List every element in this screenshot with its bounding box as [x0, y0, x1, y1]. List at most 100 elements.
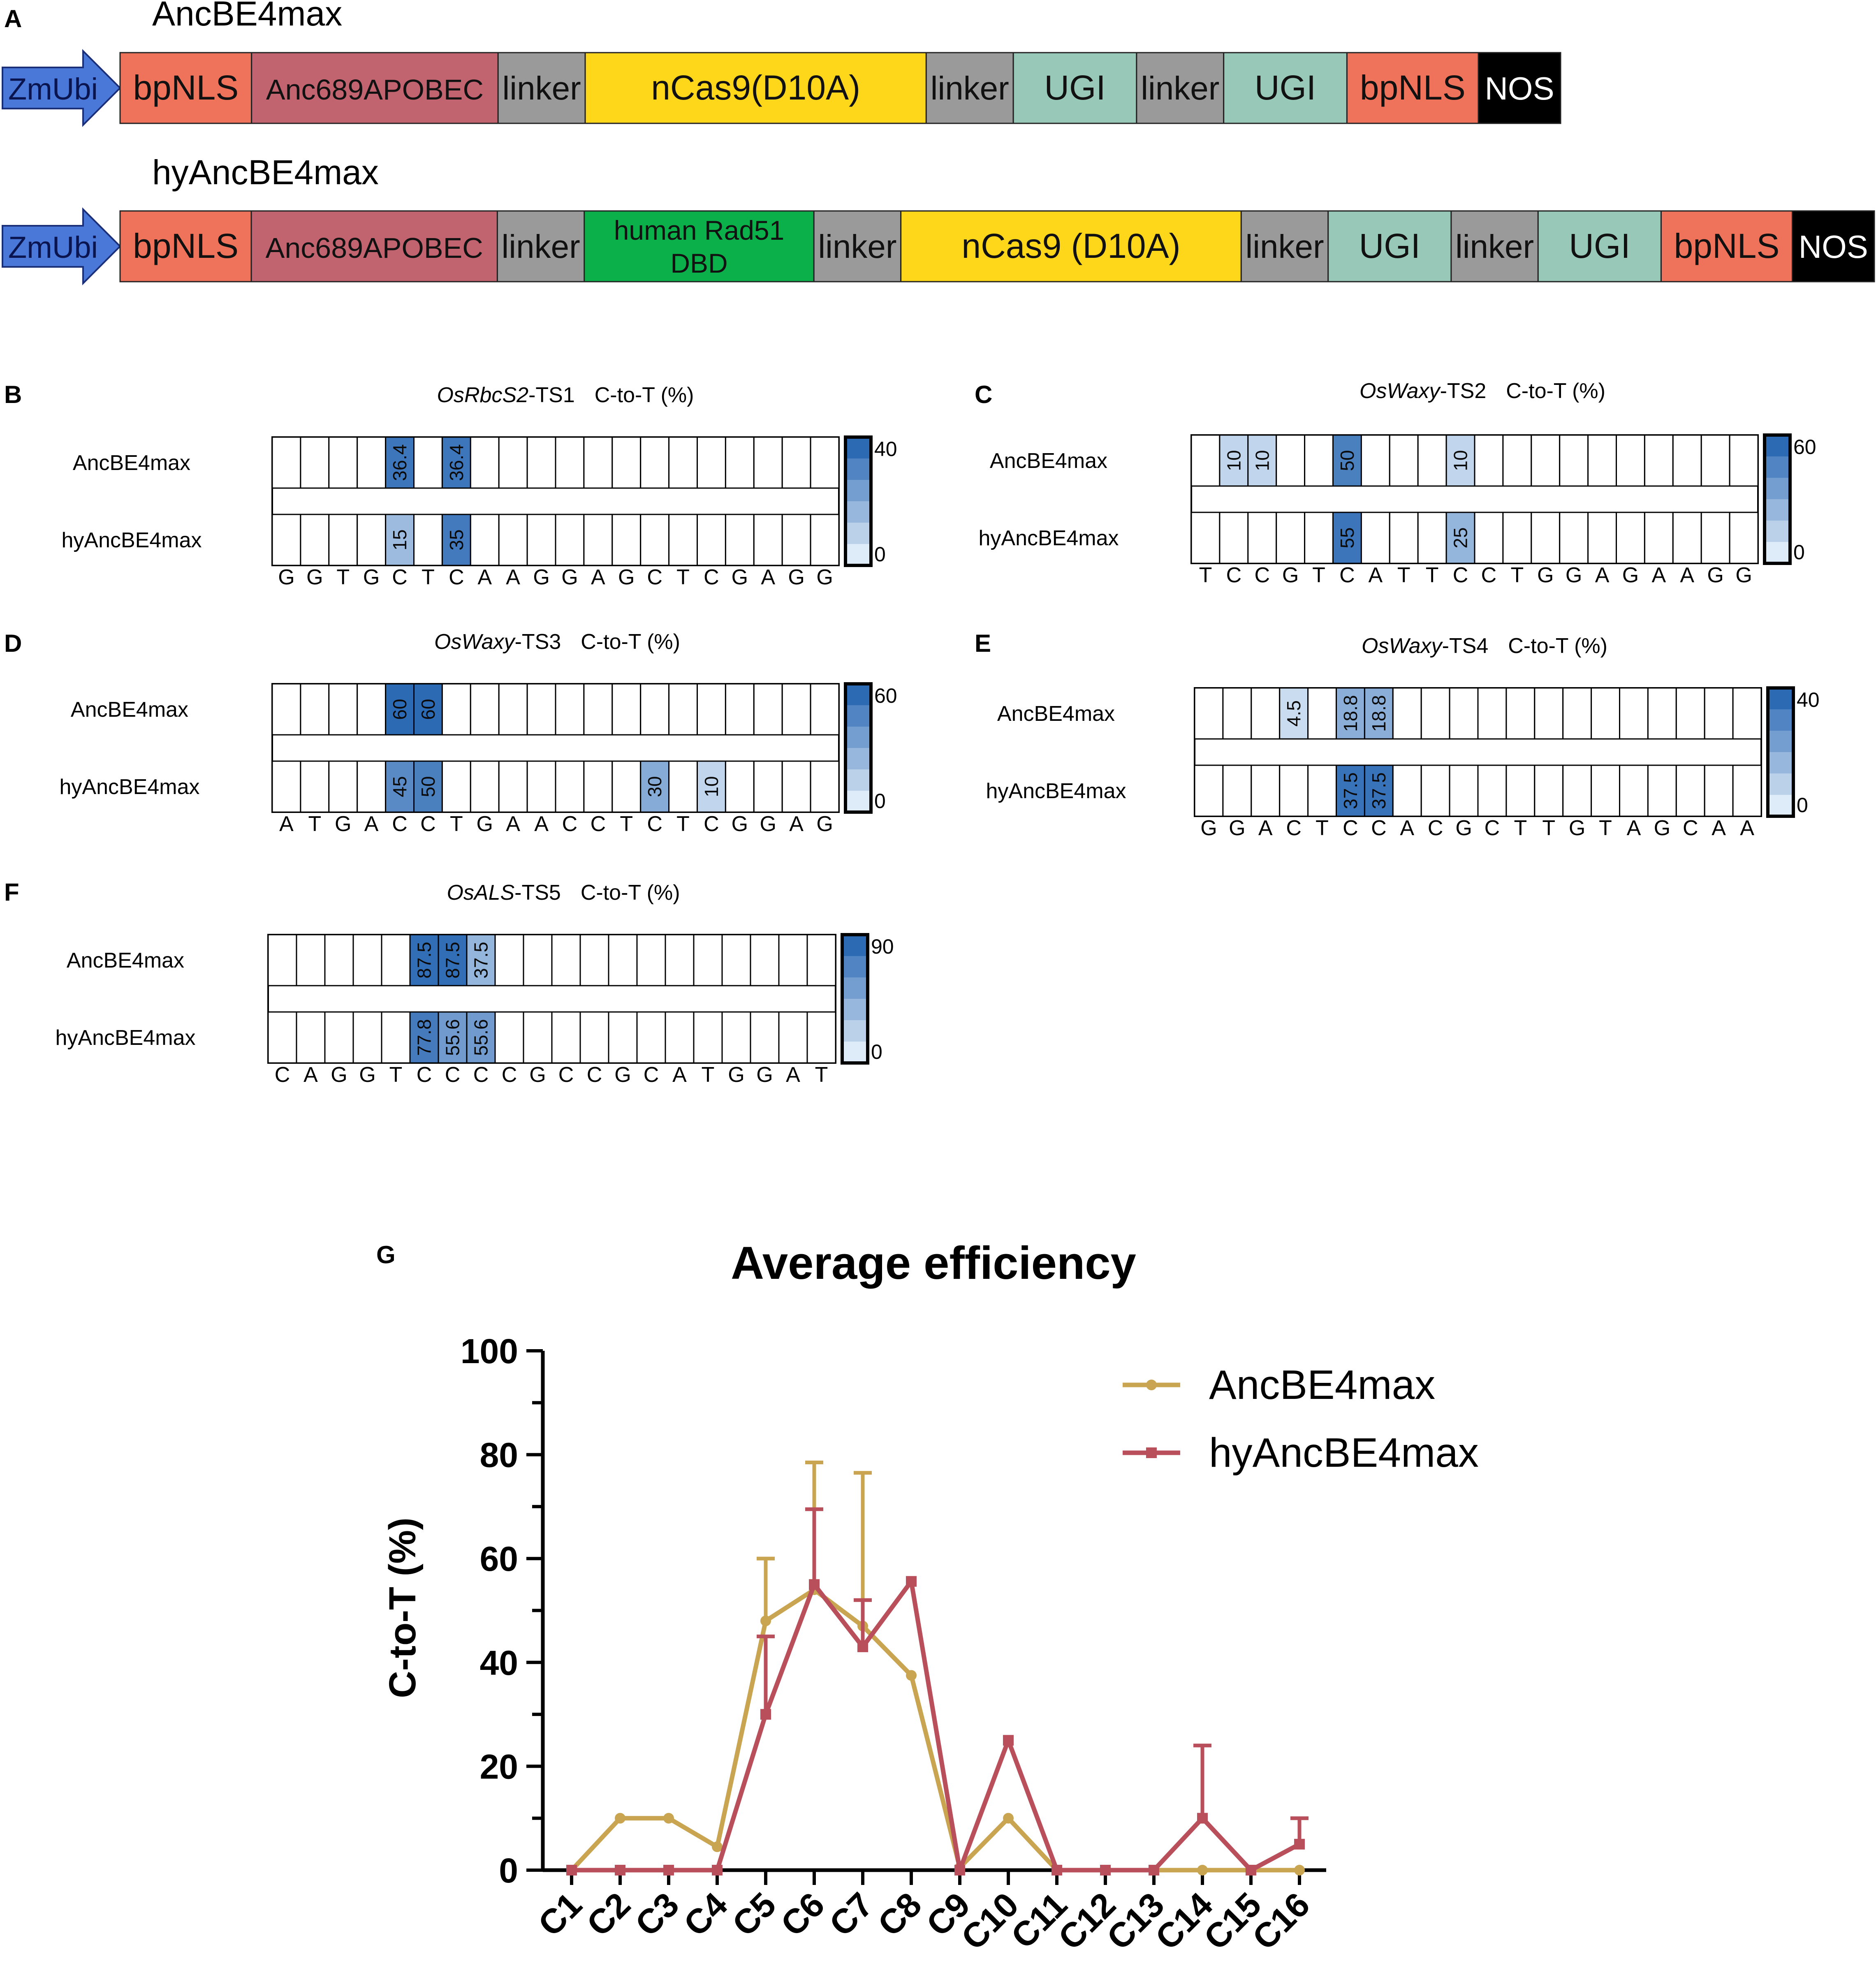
heatmap-cell	[1700, 512, 1730, 564]
scale-frame	[844, 435, 873, 567]
heatmap-cell	[1672, 512, 1702, 564]
x-tick-label: C1	[530, 1885, 589, 1943]
heatmap-cell	[470, 760, 500, 813]
sequence-base: C	[473, 1063, 489, 1087]
heatmap-panel-f: F OsALS-TS5 C-to-T (%) AncBE4max 87.5 87.5 37.…	[4, 878, 894, 1087]
heatmap-cell	[1304, 434, 1334, 487]
heatmap-cell	[781, 683, 811, 736]
heatmap-cell	[1675, 764, 1705, 817]
sequence-base: A	[364, 812, 379, 836]
sequence-base: G	[1282, 563, 1299, 587]
sequence-base: A	[279, 812, 294, 836]
heatmap-cell	[611, 683, 642, 736]
sequence-base: G	[363, 565, 380, 589]
heatmap-cell	[1531, 434, 1561, 487]
sequence-base: C	[562, 812, 578, 836]
data-point	[615, 1813, 625, 1824]
data-point	[1100, 1865, 1111, 1875]
heatmap-cell	[1675, 687, 1705, 740]
sequence-base: T	[676, 565, 690, 589]
sequence-base: A	[1400, 816, 1414, 840]
segment-label: linker	[1245, 228, 1324, 265]
heatmap-cell	[494, 934, 524, 986]
row-label: AncBE4max	[73, 451, 190, 475]
cell-value: 36.4	[446, 444, 467, 481]
sequence-base: T	[1199, 563, 1212, 587]
sequence-base: C	[1683, 816, 1698, 840]
sequence-base: T	[1514, 816, 1527, 840]
heatmap-cell	[1190, 434, 1221, 487]
cell-value: 10	[1251, 450, 1273, 471]
panel-letter: F	[4, 878, 19, 906]
sequence-base: G	[1537, 563, 1554, 587]
panel-letter: B	[4, 381, 22, 408]
heatmap-cell	[1360, 434, 1390, 487]
sequence-base: T	[308, 812, 321, 836]
row-label: hyAncBE4max	[978, 526, 1119, 550]
sequence-base: G	[359, 1063, 375, 1087]
heatmap-cell	[466, 934, 496, 986]
segment-nls	[1660, 210, 1793, 282]
heatmap-cell	[1417, 434, 1447, 487]
heatmap-cell	[1704, 687, 1734, 740]
heatmap-cell	[352, 934, 382, 986]
heatmap-cell	[1534, 764, 1564, 817]
gene-name: OsALS	[447, 881, 514, 905]
segment-linker	[925, 52, 1014, 124]
scale-max: 60	[1793, 435, 1816, 458]
segment-label: human Rad51	[614, 215, 785, 245]
segment-label: UGI	[1569, 227, 1630, 265]
sequence-base: T	[1510, 563, 1524, 587]
sequence-base: A	[789, 812, 804, 836]
metric-label: C-to-T (%)	[595, 383, 694, 407]
scale-step	[1768, 709, 1793, 731]
scale-frame	[1766, 686, 1795, 818]
segment-label: Anc689APOBEC	[266, 74, 484, 106]
scale-frame	[844, 682, 873, 814]
cell-value: 87.5	[442, 942, 463, 979]
heatmap-cell	[1251, 764, 1281, 817]
heatmap-cell	[583, 436, 613, 489]
x-tick-label: C4	[676, 1885, 735, 1944]
row-label: AncBE4max	[997, 702, 1115, 726]
scale-step	[1765, 435, 1790, 456]
heatmap-cell	[810, 514, 840, 566]
cell-value: 77.8	[414, 1019, 435, 1056]
heatmap-cell	[1729, 434, 1759, 487]
heatmap-cell	[1389, 512, 1419, 564]
sequence-base: G	[728, 1063, 744, 1087]
sequence-base: A	[1627, 816, 1641, 840]
series-line	[572, 1579, 1301, 1873]
heatmap-cell	[300, 514, 330, 566]
segment-apobec	[250, 210, 498, 282]
heatmap-cell	[555, 436, 585, 489]
heatmap-cell	[668, 683, 698, 736]
segment-label: linker	[931, 70, 1009, 107]
cell-value: 50	[1336, 450, 1358, 471]
sequence-base: C	[392, 812, 408, 836]
cell-value: 36.4	[389, 444, 410, 481]
heatmap-cell	[441, 436, 471, 489]
heatmap-cell	[1279, 687, 1309, 740]
heatmap-cell	[526, 514, 556, 566]
cell-value: 87.5	[414, 942, 435, 979]
x-tick-label: C2	[579, 1885, 637, 1943]
segment-label: linker	[818, 228, 896, 265]
scale-step	[1768, 773, 1793, 795]
segment-cas9	[900, 210, 1242, 282]
heatmap-cell	[693, 934, 723, 986]
sequence-base: T	[422, 565, 435, 589]
heatmap-cell	[810, 760, 840, 813]
scale-min: 0	[874, 543, 886, 566]
data-point	[1197, 1813, 1208, 1824]
sequence-base: T	[1397, 563, 1410, 587]
segment-ugi	[1327, 210, 1452, 282]
scale-step	[845, 705, 871, 727]
sequence-base: T	[450, 812, 463, 836]
sequence-base: G	[529, 1063, 546, 1087]
sequence-base: G	[331, 1063, 347, 1087]
heatmap-cell	[778, 934, 808, 986]
segment-apobec	[251, 52, 499, 124]
heatmap-cell	[498, 514, 528, 566]
chart-title: Average efficiency	[731, 1237, 1136, 1289]
